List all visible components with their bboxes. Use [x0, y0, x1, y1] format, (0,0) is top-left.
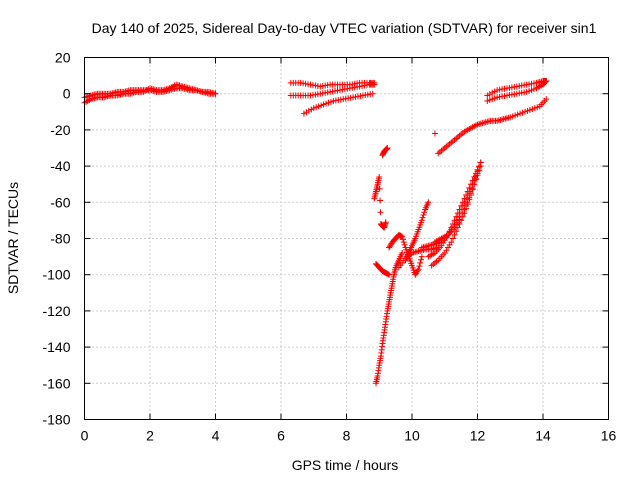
x-tick-label: 10: [404, 428, 420, 444]
axis-ticks: [84, 57, 609, 420]
data-point: [399, 233, 406, 240]
data-point: [425, 199, 432, 206]
y-tick-label: -40: [50, 158, 70, 174]
x-tick-labels: 0 2 4 6 8 10 12 14 16: [81, 428, 617, 444]
series-arc-2: [287, 79, 378, 90]
data-point: [384, 145, 391, 151]
data-point: [466, 184, 473, 191]
data-point: [449, 235, 456, 242]
data-point: [543, 78, 550, 85]
data-point: [382, 219, 389, 226]
data-point: [459, 210, 466, 217]
data-point: [400, 239, 407, 246]
chart-title: Day 140 of 2025, Sidereal Day-to-day VTE…: [92, 20, 597, 36]
data-point: [477, 163, 484, 170]
data-point: [401, 241, 408, 248]
y-tick-label: -60: [50, 194, 70, 210]
x-tick-label: 2: [146, 428, 154, 444]
series-descend-1: [372, 249, 406, 387]
y-tick-labels: 20 0 -20 -40 -60 -80 -100 -120 -140 -160 -180: [42, 50, 70, 428]
data-point: [471, 181, 478, 188]
data-point: [418, 253, 425, 260]
data-point: [416, 263, 423, 270]
data-point: [466, 194, 473, 201]
y-tick-label: -140: [42, 339, 70, 355]
series-cluster-b: [379, 145, 391, 159]
x-tick-label: 0: [81, 428, 89, 444]
data-point: [435, 244, 442, 251]
data-point: [431, 130, 438, 137]
data-point: [376, 173, 383, 180]
data-point: [451, 231, 458, 238]
data-point: [448, 239, 455, 246]
data-point: [464, 199, 471, 206]
data-point: [386, 271, 393, 278]
data-point: [377, 209, 384, 216]
data-point: [467, 190, 474, 197]
series-arc-2b: [287, 81, 378, 99]
data-point: [414, 267, 421, 274]
y-tick-label: 20: [55, 50, 71, 66]
data-point: [371, 81, 378, 88]
x-tick-label: 4: [212, 428, 220, 444]
series-arc-2c: [300, 90, 376, 117]
data-point: [420, 211, 427, 218]
y-tick-label: -160: [42, 375, 70, 391]
x-tick-label: 12: [470, 428, 486, 444]
series-dots-mid: [395, 244, 442, 271]
series-arc-3c: [435, 96, 550, 157]
y-tick-label: 0: [63, 86, 71, 102]
series-arc-1b: [81, 85, 219, 101]
y-tick-label: -20: [50, 122, 70, 138]
series-cluster-a: [371, 173, 389, 231]
data-point: [469, 177, 476, 184]
grid-lines: [84, 57, 609, 420]
data-point: [463, 202, 470, 209]
data-point: [464, 188, 471, 195]
data-point: [421, 209, 428, 216]
data-marks: [81, 78, 550, 387]
data-point: [461, 195, 468, 202]
data-point: [469, 185, 476, 192]
y-tick-label: -100: [42, 267, 70, 283]
series-fan-4: [431, 163, 484, 246]
data-point: [376, 185, 383, 192]
data-point: [369, 90, 376, 97]
data-point: [399, 236, 406, 243]
data-point: [476, 167, 483, 174]
data-point: [461, 206, 468, 213]
series-arc-3b: [484, 78, 550, 104]
data-point: [377, 197, 384, 204]
y-tick-label: -180: [42, 412, 70, 428]
y-tick-label: -80: [50, 231, 70, 247]
data-point: [212, 90, 219, 97]
data-point: [451, 217, 458, 224]
data-point: [458, 213, 465, 220]
x-axis-title: GPS time / hours: [292, 457, 399, 473]
data-point: [419, 214, 426, 221]
x-tick-label: 8: [343, 428, 351, 444]
data-point: [449, 221, 456, 228]
series-cluster-c: [372, 260, 393, 278]
data-point: [417, 259, 424, 266]
data-point: [474, 172, 481, 179]
x-tick-label: 14: [535, 428, 551, 444]
data-point: [543, 96, 550, 103]
x-tick-label: 6: [277, 428, 285, 444]
series-isolated-a: [431, 130, 438, 137]
data-point: [415, 266, 422, 273]
y-axis-title: SDTVAR / TECUs: [5, 182, 21, 294]
data-point: [418, 217, 425, 224]
y-tick-label: -120: [42, 303, 70, 319]
data-point: [472, 176, 479, 183]
x-tick-label: 16: [601, 428, 617, 444]
data-point: [399, 249, 406, 256]
data-point: [542, 78, 549, 85]
data-point: [418, 256, 425, 263]
